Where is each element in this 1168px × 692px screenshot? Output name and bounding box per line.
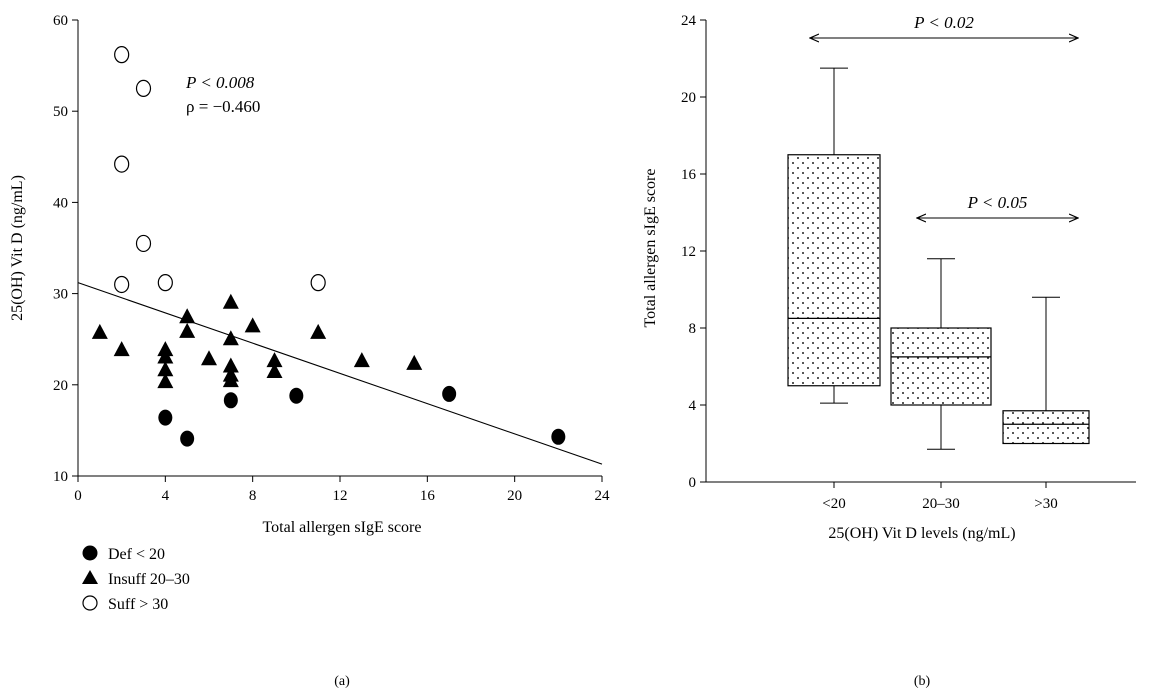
panel-a-regression-line <box>77 282 603 465</box>
panel-b-y-tick-label: 16 <box>681 167 697 183</box>
insuff-data-point <box>91 323 108 339</box>
panel-b-label: (b) <box>914 674 931 689</box>
comparison-p-label: P < 0.05 <box>967 193 1028 212</box>
panel-b-y-tick-label: 8 <box>689 321 697 337</box>
insuff-data-point <box>222 357 239 373</box>
panel-a-y-tick-label: 60 <box>53 13 68 29</box>
insuff-data-point <box>157 373 174 389</box>
panel-a-label: (a) <box>334 674 350 689</box>
panel-b-y-tick-label: 0 <box>689 475 697 491</box>
panel-a-x-tick-label: 16 <box>420 488 436 504</box>
panel-a-y-tick-label: 40 <box>53 195 68 211</box>
panel-a-x-tick-label: 8 <box>249 488 257 504</box>
panel-b-y-tick-label: 20 <box>681 90 696 106</box>
insuff-data-point <box>179 308 196 324</box>
insuff-data-point <box>201 350 217 366</box>
panel-a-y-tick-label: 10 <box>53 469 68 485</box>
panel-a-x-tick-label: 24 <box>595 488 611 504</box>
insuff-data-point <box>266 352 283 368</box>
box-iqr <box>1002 410 1090 445</box>
panel-a-y-tick-label: 30 <box>53 287 68 303</box>
panel-b-y-tick-label: 4 <box>689 398 697 414</box>
panel-a-ylabel: 25(OH) Vit D (ng/mL) <box>9 175 26 321</box>
insuff-data-point <box>157 348 174 364</box>
panel-b-x-tick-label: <20 <box>822 496 845 512</box>
suff-data-point <box>114 46 130 64</box>
box-iqr <box>890 327 992 406</box>
insuff-data-point <box>353 352 370 368</box>
legend-def-marker <box>82 545 98 561</box>
def-data-point <box>551 428 566 445</box>
panel-b-x-tick-label: 20–30 <box>922 496 960 512</box>
panel-a-y-tick-label: 50 <box>53 104 68 120</box>
insuff-data-point <box>310 323 327 339</box>
def-data-point <box>223 392 238 409</box>
panel-a-rho-annotation: ρ = −0.460 <box>186 97 260 116</box>
panel-a-p-annotation: P < 0.008 <box>185 73 255 92</box>
def-data-point <box>180 430 195 447</box>
insuff-data-point <box>406 354 423 370</box>
panel-a-x-tick-label: 4 <box>162 488 170 504</box>
panel-a-x-tick-label: 12 <box>333 488 348 504</box>
panel-b-xlabel: 25(OH) Vit D levels (ng/mL) <box>828 525 1015 542</box>
panel-b-plot: 0 4 8 12 16 20 24 <20 20–30 >30 P < 0.02 P < 0.05 <box>681 13 1136 512</box>
suff-data-point <box>135 234 152 253</box>
insuff-data-point <box>222 293 239 309</box>
legend-def-label: Def < 20 <box>108 546 165 563</box>
panel-a-y-tick-label: 20 <box>53 378 68 394</box>
insuff-data-point <box>179 322 196 338</box>
panel-b-y-tick-label: 12 <box>681 244 696 260</box>
suff-data-point <box>114 155 130 173</box>
panel-b-ylabel: Total allergen sIgE score <box>642 169 659 328</box>
suff-data-point <box>114 275 130 294</box>
suff-data-point <box>157 274 173 292</box>
legend-suff-marker <box>82 595 98 611</box>
def-data-point <box>289 387 304 404</box>
def-data-point <box>442 385 457 402</box>
panel-a-x-tick-label: 20 <box>507 488 522 504</box>
legend-suff-label: Suff > 30 <box>108 596 168 613</box>
legend-insuff-label: Insuff 20–30 <box>108 571 190 588</box>
insuff-data-point <box>244 317 261 333</box>
panel-b-x-tick-label: >30 <box>1034 496 1057 512</box>
insuff-data-point <box>222 372 239 388</box>
insuff-data-point <box>222 330 239 346</box>
suff-data-point <box>310 274 326 292</box>
insuff-data-point <box>113 341 130 357</box>
panel-a-xlabel: Total allergen sIgE score <box>263 519 422 536</box>
comparison-p-label: P < 0.02 <box>913 13 974 32</box>
suff-data-point <box>135 79 152 98</box>
def-data-point <box>158 409 173 426</box>
panel-a-plot: 10 20 30 40 50 60 0 4 8 12 16 20 24 <box>53 13 610 504</box>
legend-insuff-marker <box>82 570 98 584</box>
panel-b-y-tick-label: 24 <box>681 13 697 29</box>
panel-a-x-tick-label: 0 <box>74 488 82 504</box>
insuff-data-point <box>157 361 174 377</box>
box-iqr <box>787 154 881 387</box>
insuff-data-point <box>266 363 283 379</box>
